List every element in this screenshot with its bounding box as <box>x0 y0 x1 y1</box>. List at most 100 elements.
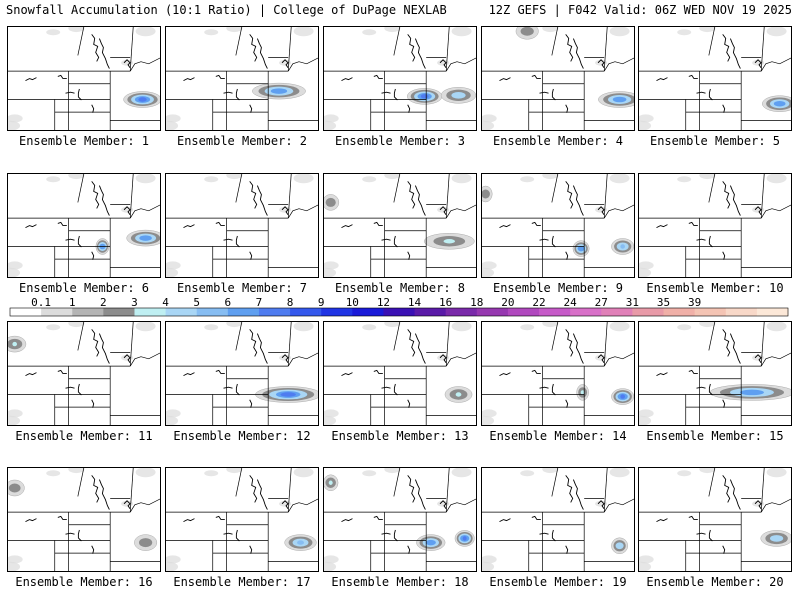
snow-trace-patch <box>542 26 559 33</box>
snow-trace-patch <box>279 354 292 361</box>
ensemble-member-label: Ensemble Member: 11 <box>15 429 152 443</box>
legend-color-bin <box>383 308 416 316</box>
state-boundaries <box>165 26 319 131</box>
legend-tick-label: 20 <box>501 296 514 309</box>
legend-tick-label: 27 <box>595 296 608 309</box>
snow-trace-patch <box>752 354 765 361</box>
ensemble-map-panel: Ensemble Member: 15 <box>638 321 792 443</box>
snow-trace-patch <box>362 176 377 183</box>
ensemble-map-panel: Ensemble Member: 19 <box>481 467 635 589</box>
map-background <box>165 467 319 572</box>
ensemble-map-panel: Ensemble Member: 2 <box>165 26 319 148</box>
snow-trace-patch <box>437 500 450 507</box>
coastline <box>341 34 447 113</box>
ensemble-map-panel: Ensemble Member: 16 <box>7 467 161 589</box>
panel-frame <box>323 321 477 426</box>
panel-frame <box>481 467 635 572</box>
map-background <box>7 467 161 572</box>
panel-frame <box>323 467 477 572</box>
legend-color-bin <box>414 308 447 316</box>
legend-tick-label: 22 <box>532 296 545 309</box>
snow-trace-patch <box>7 561 21 572</box>
legend-color-bin <box>165 308 198 316</box>
ensemble-map-panel: Ensemble Member: 8 <box>323 173 477 295</box>
snow-swath <box>572 240 590 257</box>
map-background <box>638 173 792 278</box>
snow-trace-patch <box>362 324 377 331</box>
coastline <box>656 181 762 260</box>
snow-trace-patch <box>677 29 692 36</box>
map-background <box>165 321 319 426</box>
panel-frame <box>481 26 635 131</box>
legend-color-bin <box>10 308 42 316</box>
ensemble-member-label: Ensemble Member: 5 <box>650 134 780 148</box>
legend-color-bin <box>72 308 104 316</box>
snow-trace-patch <box>135 467 156 478</box>
panel-frame <box>7 321 161 426</box>
snow-trace-patch <box>7 261 23 270</box>
legend-tick-label: 0.1 <box>31 296 51 309</box>
map-background <box>323 321 477 426</box>
map-background <box>638 26 792 131</box>
snow-trace-patch <box>135 173 156 184</box>
snow-max-core <box>420 94 429 99</box>
snow-max-core <box>524 29 530 34</box>
snow-trace-patch <box>165 267 179 278</box>
snow-swath <box>576 384 589 401</box>
legend-color-bin <box>227 308 260 316</box>
snow-trace-patch <box>226 173 243 180</box>
snow-trace-patch <box>135 26 156 37</box>
snow-trace-patch <box>481 415 495 426</box>
coastline <box>656 329 762 408</box>
coastline <box>25 329 131 408</box>
coastline <box>656 475 762 554</box>
snow-trace-patch <box>7 415 21 426</box>
state-boundaries <box>165 321 319 426</box>
snow-trace-patch <box>46 324 61 331</box>
legend-tick-label: 3 <box>131 296 138 309</box>
snow-trace-patch <box>46 470 61 477</box>
snow-trace-patch <box>323 261 339 270</box>
snow-trace-patch <box>520 470 535 477</box>
snow-trace-patch <box>121 354 134 361</box>
snow-trace-patch <box>121 500 134 507</box>
ensemble-map-panel: Ensemble Member: 12 <box>165 321 319 443</box>
legend-color-bin <box>321 308 353 316</box>
coastline <box>341 475 447 554</box>
snow-trace-patch <box>226 467 243 474</box>
snow-trace-patch <box>437 59 450 66</box>
snow-trace-patch <box>7 409 23 418</box>
snow-max-core <box>614 97 625 102</box>
snow-max-core <box>141 235 150 241</box>
ensemble-member-label: Ensemble Member: 6 <box>19 281 149 295</box>
snow-swath <box>7 335 27 353</box>
state-boundaries <box>165 173 319 278</box>
snow-max-core <box>580 390 585 395</box>
ensemble-member-label: Ensemble Member: 12 <box>173 429 310 443</box>
panel-frame <box>165 173 319 278</box>
snow-trace-patch <box>226 26 243 33</box>
snow-trace-patch <box>68 321 85 328</box>
snow-trace-patch <box>542 321 559 328</box>
ensemble-member-label: Ensemble Member: 17 <box>173 575 310 589</box>
snow-swath <box>407 88 443 105</box>
ensemble-member-label: Ensemble Member: 9 <box>493 281 623 295</box>
snow-max-core <box>280 392 296 397</box>
ensemble-member-label: Ensemble Member: 19 <box>489 575 626 589</box>
snow-trace-patch <box>766 26 787 37</box>
snow-max-core <box>297 540 304 545</box>
snow-trace-patch <box>293 173 314 184</box>
map-background <box>638 321 792 426</box>
snow-swath <box>123 91 161 108</box>
map-background <box>481 173 635 278</box>
snow-trace-patch <box>451 173 472 184</box>
snow-trace-patch <box>638 261 654 270</box>
snow-trace-patch <box>520 176 535 183</box>
snow-trace-patch <box>279 59 292 66</box>
state-boundaries <box>638 173 792 278</box>
panel-frame <box>7 173 161 278</box>
snow-trace-patch <box>638 561 652 572</box>
snow-trace-patch <box>165 114 181 123</box>
legend-color-bin <box>507 308 540 316</box>
state-boundaries <box>481 26 635 131</box>
